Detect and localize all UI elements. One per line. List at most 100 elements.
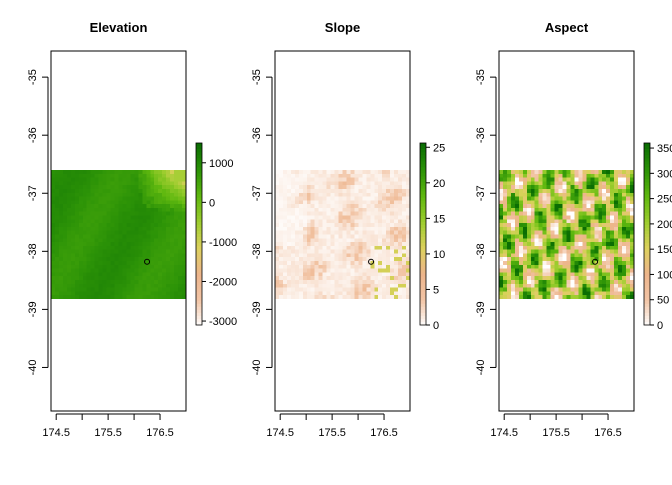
raster-cell	[318, 215, 323, 220]
raster-cell	[530, 185, 536, 190]
raster-cell	[582, 192, 587, 197]
raster-cell	[610, 238, 615, 243]
raster-cell	[275, 249, 280, 254]
legend-swatch	[420, 194, 426, 198]
raster-cell	[374, 268, 379, 273]
raster-cell	[78, 276, 84, 281]
raster-cell	[114, 215, 119, 220]
raster-cell	[66, 230, 72, 235]
raster-cell	[114, 170, 119, 175]
raster-cell	[622, 245, 627, 250]
raster-cell	[578, 272, 583, 277]
raster-cell	[162, 223, 167, 228]
raster-cell	[278, 264, 284, 269]
panel-title: Slope	[325, 20, 360, 35]
raster-cell	[302, 238, 308, 243]
raster-cell	[338, 188, 343, 194]
raster-cell	[606, 272, 611, 277]
raster-cell	[582, 188, 587, 194]
legend-swatch	[420, 288, 426, 293]
raster-cell	[114, 234, 119, 239]
raster-cell	[562, 283, 567, 288]
raster-cell	[70, 268, 76, 273]
raster-cell	[322, 272, 327, 277]
raster-cell	[518, 185, 524, 190]
legend-swatch	[644, 276, 650, 280]
raster-cell	[502, 242, 508, 247]
raster-cell	[402, 257, 407, 262]
raster-cell	[534, 238, 540, 243]
raster-cell	[362, 207, 367, 213]
raster-cell	[594, 185, 599, 190]
raster-cell	[122, 207, 127, 213]
raster-cell	[394, 200, 399, 205]
raster-cell	[82, 219, 88, 224]
raster-cell	[298, 253, 304, 258]
raster-cell	[598, 291, 603, 296]
raster-cell	[590, 283, 595, 288]
raster-cell	[382, 170, 387, 175]
raster-cell	[346, 249, 351, 254]
raster-cell	[62, 185, 68, 190]
raster-cell	[78, 219, 84, 224]
raster-cell	[530, 257, 536, 262]
raster-cell	[398, 249, 403, 254]
raster-cell	[630, 204, 635, 209]
raster-cell	[499, 223, 504, 228]
raster-cell	[138, 185, 143, 190]
raster-cell	[322, 170, 327, 175]
raster-cell	[522, 219, 528, 224]
raster-cell	[90, 219, 95, 224]
raster-cell	[334, 253, 339, 258]
raster-cell	[162, 219, 167, 224]
raster-cell	[582, 249, 587, 254]
raster-cell	[558, 226, 563, 231]
raster-cell	[334, 173, 339, 178]
raster-cell	[610, 226, 615, 231]
raster-cell	[594, 204, 599, 209]
raster-cell	[398, 291, 403, 296]
raster-cell	[54, 185, 60, 190]
raster-cell	[162, 268, 167, 273]
raster-cell	[594, 287, 599, 292]
raster-cell	[342, 295, 347, 300]
raster-cell	[282, 196, 288, 201]
raster-cell	[102, 223, 107, 228]
raster-cell	[170, 207, 175, 213]
raster-cell	[346, 204, 351, 209]
raster-cell	[390, 276, 395, 281]
raster-cell	[78, 283, 84, 288]
raster-cell	[566, 249, 571, 254]
raster-cell	[162, 242, 167, 247]
raster-cell	[62, 238, 68, 243]
raster-cell	[170, 211, 175, 216]
raster-cell	[578, 192, 583, 197]
raster-cell	[622, 192, 627, 197]
raster-cell	[166, 188, 171, 194]
raster-cell	[90, 200, 95, 205]
raster-cell	[114, 249, 119, 254]
raster-cell	[590, 188, 595, 194]
legend-swatch	[420, 261, 426, 265]
y-axis: -35-36-37-38-39-40	[27, 69, 49, 375]
raster-cell	[138, 257, 143, 262]
raster-cell	[158, 253, 163, 258]
raster-cell	[514, 264, 520, 269]
raster-cell	[558, 234, 563, 239]
raster-cell	[590, 249, 595, 254]
raster-cell	[578, 264, 583, 269]
raster-cell	[178, 276, 183, 281]
legend-swatch	[644, 243, 650, 247]
raster-cell	[338, 200, 343, 205]
legend-swatch	[196, 252, 202, 256]
raster-cell	[314, 276, 319, 281]
raster-cell	[342, 291, 347, 296]
raster-cell	[606, 291, 611, 296]
raster-cell	[322, 196, 327, 201]
raster-cell	[526, 283, 532, 288]
raster-cell	[290, 295, 296, 300]
raster-cell	[314, 295, 319, 300]
raster-cell	[278, 226, 284, 231]
raster-cell	[598, 188, 603, 194]
raster-cell	[278, 249, 284, 254]
